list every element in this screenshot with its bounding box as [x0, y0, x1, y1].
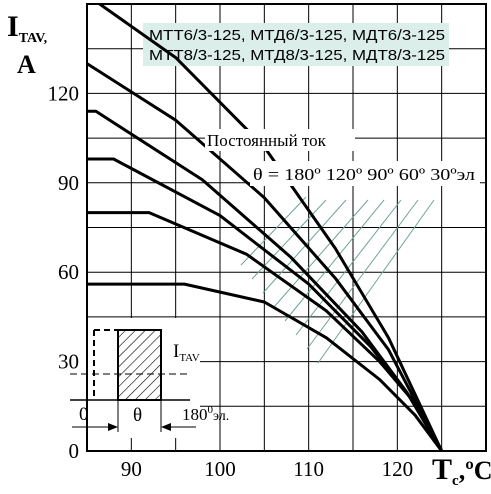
inset-pulse-rect	[117, 329, 162, 401]
hatch-line	[295, 199, 402, 336]
x-axis-title: Tc,ºC	[432, 453, 491, 489]
series-line-4	[87, 109, 443, 451]
y-tick-label: 30	[58, 350, 79, 374]
pulse-inset: ITAV 0 θ 1800эл.	[63, 318, 229, 438]
annotation-dc: Постоянный ток	[207, 131, 327, 150]
hatch-line	[273, 199, 369, 308]
curves	[87, 4, 444, 451]
x-tick-label: 90	[121, 457, 142, 481]
x-tick-label: 110	[293, 457, 324, 481]
legend-line-1: МТТ6/3-125, МТД6/3-125, МДТ6/3-125	[149, 28, 445, 44]
annotation-dc-bg	[205, 129, 355, 151]
series-line-6	[97, 4, 444, 451]
y-tick-label: 60	[58, 260, 79, 284]
inset-theta-label: θ	[133, 405, 142, 426]
y-axis-title: ITAV,	[7, 10, 47, 46]
legend-line-2: МТТ8/3-125, МТД8/3-125, МДТ8/3-125	[149, 48, 445, 64]
hatch-line	[306, 199, 419, 350]
legend-background	[143, 23, 449, 66]
tick-labels: 0 30 60 90 120 90 100 110 120	[48, 81, 414, 481]
temperature-hatch-lines	[240, 196, 435, 364]
annotation-theta: θ = 180º 120º 90º 60º 30ºэл	[253, 165, 476, 184]
y-tick-label: 0	[69, 439, 80, 463]
x-tick-label: 100	[204, 457, 236, 481]
inset-arrowhead-right	[161, 423, 171, 431]
plot-frame	[86, 3, 487, 452]
inset-end-label: 1800эл.	[182, 404, 229, 424]
hatch-line	[284, 199, 385, 322]
x-axis-title-bg	[428, 452, 491, 489]
y-axis-unit: A	[17, 50, 36, 79]
hatch-line	[240, 196, 307, 266]
inset-i-label: ITAV	[173, 341, 200, 364]
series-line-1	[87, 282, 443, 451]
annotation-theta-bg	[250, 161, 480, 186]
x-tick-label: 120	[382, 457, 414, 481]
y-axis-title-bg	[0, 2, 60, 80]
y-tick-label: 120	[48, 81, 80, 105]
series-line-5	[87, 62, 444, 451]
inset-arrowhead-left	[108, 423, 118, 431]
inset-zero-label: 0	[79, 404, 89, 425]
y-tick-label: 90	[58, 171, 79, 195]
hatch-line	[317, 199, 435, 364]
legend-box: МТТ6/3-125, МТД6/3-125, МДТ6/3-125 МТТ8/…	[143, 23, 449, 66]
